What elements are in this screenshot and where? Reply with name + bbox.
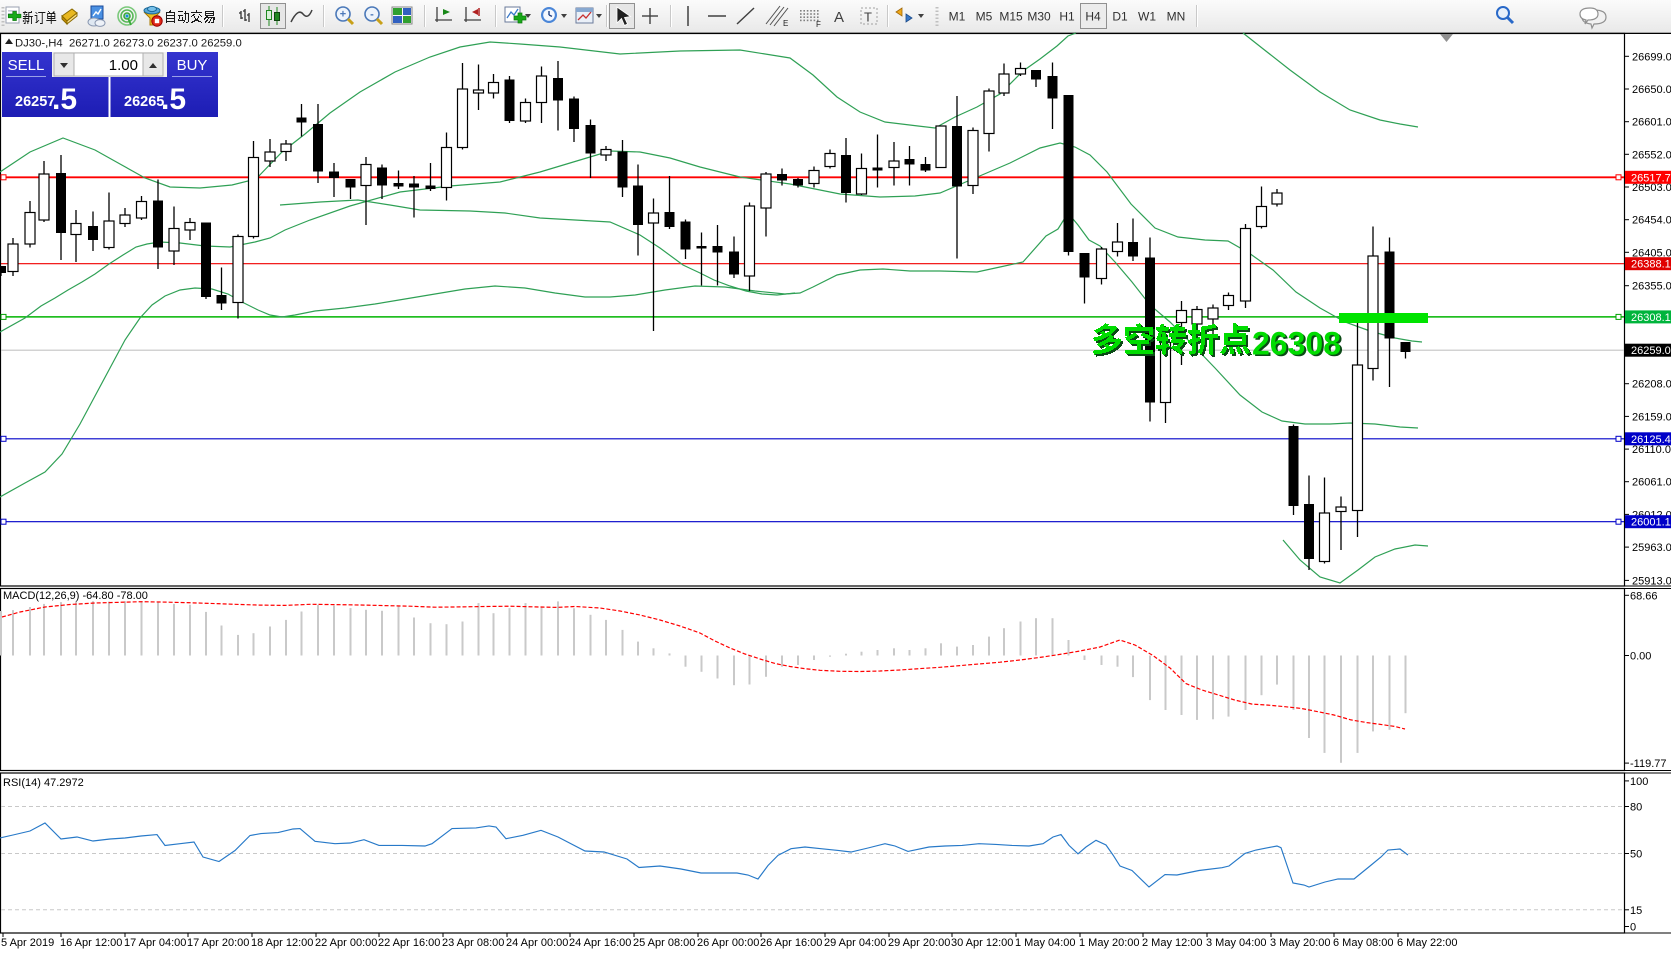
svg-text:+: + xyxy=(340,9,346,21)
svg-text:1 May 04:00: 1 May 04:00 xyxy=(1015,937,1076,949)
svg-text:26601.0: 26601.0 xyxy=(1632,117,1671,129)
svg-text:E: E xyxy=(783,19,788,28)
svg-text:17 Apr 04:00: 17 Apr 04:00 xyxy=(124,937,186,949)
svg-text:A: A xyxy=(834,9,844,26)
svg-text:100: 100 xyxy=(1630,776,1648,788)
svg-text:26061.0: 26061.0 xyxy=(1632,477,1671,489)
svg-text:25 Apr 08:00: 25 Apr 08:00 xyxy=(633,937,695,949)
svg-text:25963.0: 25963.0 xyxy=(1632,542,1671,554)
svg-text:22 Apr 16:00: 22 Apr 16:00 xyxy=(378,937,440,949)
svg-text:26388.1: 26388.1 xyxy=(1631,259,1671,271)
svg-text:16 Apr 12:00: 16 Apr 12:00 xyxy=(60,937,122,949)
svg-text:24 Apr 16:00: 24 Apr 16:00 xyxy=(569,937,631,949)
svg-text:6 May 08:00: 6 May 08:00 xyxy=(1333,937,1394,949)
svg-text:M15: M15 xyxy=(999,10,1023,24)
svg-text:DJ30-,H4 26271.0 26273.0 2623: DJ30-,H4 26271.0 26273.0 26237.0 26259.0 xyxy=(15,38,242,50)
svg-text:2 May 12:00: 2 May 12:00 xyxy=(1142,937,1203,949)
svg-text:26650.0: 26650.0 xyxy=(1632,84,1671,96)
svg-text:26110.0: 26110.0 xyxy=(1632,444,1671,456)
svg-text:.5: .5 xyxy=(161,83,186,116)
svg-text:T: T xyxy=(864,10,872,25)
svg-text:M30: M30 xyxy=(1027,10,1051,24)
svg-text:15: 15 xyxy=(1630,905,1642,917)
svg-text:68.66: 68.66 xyxy=(1630,590,1658,602)
svg-text:26699.0: 26699.0 xyxy=(1632,51,1671,63)
svg-text:SELL: SELL xyxy=(8,57,45,74)
svg-text:MACD(12,26,9) -64.80 -78.00: MACD(12,26,9) -64.80 -78.00 xyxy=(3,590,148,602)
svg-text:5 Apr 2019: 5 Apr 2019 xyxy=(1,937,54,949)
svg-text:23 Apr 08:00: 23 Apr 08:00 xyxy=(442,937,504,949)
svg-text:29 Apr 20:00: 29 Apr 20:00 xyxy=(888,937,950,949)
svg-text:26001.1: 26001.1 xyxy=(1631,517,1671,529)
svg-text:BUY: BUY xyxy=(177,57,208,74)
svg-text:-: - xyxy=(370,9,374,21)
svg-text:26503.0: 26503.0 xyxy=(1632,182,1671,194)
svg-text:RSI(14) 47.2972: RSI(14) 47.2972 xyxy=(3,777,84,789)
svg-text:H4: H4 xyxy=(1085,10,1101,24)
svg-text:W1: W1 xyxy=(1138,10,1156,24)
svg-text:-119.77: -119.77 xyxy=(1630,758,1667,770)
svg-text:22 Apr 00:00: 22 Apr 00:00 xyxy=(315,937,377,949)
svg-text:26517.7: 26517.7 xyxy=(1631,172,1671,184)
svg-text:M1: M1 xyxy=(949,10,966,24)
svg-text:29 Apr 04:00: 29 Apr 04:00 xyxy=(824,937,886,949)
svg-text:D1: D1 xyxy=(1112,10,1128,24)
svg-text:26257: 26257 xyxy=(15,94,55,110)
svg-text:26125.4: 26125.4 xyxy=(1631,434,1671,446)
svg-text:50: 50 xyxy=(1630,849,1642,861)
svg-text:3 May 20:00: 3 May 20:00 xyxy=(1270,937,1331,949)
svg-text:0: 0 xyxy=(1630,922,1636,934)
svg-text:0.00: 0.00 xyxy=(1630,651,1651,663)
svg-text:6 May 22:00: 6 May 22:00 xyxy=(1397,937,1458,949)
svg-text:26259.0: 26259.0 xyxy=(1631,345,1671,357)
svg-text:24 Apr 00:00: 24 Apr 00:00 xyxy=(506,937,568,949)
svg-text:25913.0: 25913.0 xyxy=(1632,575,1671,587)
svg-text:26208.0: 26208.0 xyxy=(1632,379,1671,391)
svg-text:26308.1: 26308.1 xyxy=(1631,312,1671,324)
svg-text:M5: M5 xyxy=(976,10,993,24)
svg-text:26552.0: 26552.0 xyxy=(1632,149,1671,161)
svg-text:H1: H1 xyxy=(1059,10,1075,24)
svg-text:26265: 26265 xyxy=(124,94,164,110)
svg-text:26454.0: 26454.0 xyxy=(1632,215,1671,227)
svg-text:26355.0: 26355.0 xyxy=(1632,281,1671,293)
svg-text:1.00: 1.00 xyxy=(109,57,138,74)
svg-text:26405.0: 26405.0 xyxy=(1632,247,1671,259)
svg-text:26 Apr 16:00: 26 Apr 16:00 xyxy=(760,937,822,949)
svg-text:1 May 20:00: 1 May 20:00 xyxy=(1079,937,1140,949)
svg-text:26308: 26308 xyxy=(1254,327,1343,363)
svg-text:.5: .5 xyxy=(52,83,77,116)
svg-text:18 Apr 12:00: 18 Apr 12:00 xyxy=(251,937,313,949)
svg-text:MN: MN xyxy=(1167,10,1186,24)
svg-text:30 Apr 12:00: 30 Apr 12:00 xyxy=(951,937,1013,949)
svg-text:3 May 04:00: 3 May 04:00 xyxy=(1206,937,1267,949)
svg-text:26308: 26308 xyxy=(1252,326,1341,362)
svg-text:80: 80 xyxy=(1630,802,1642,814)
svg-text:F: F xyxy=(816,20,821,29)
svg-text:26 Apr 00:00: 26 Apr 00:00 xyxy=(697,937,759,949)
svg-text:26159.0: 26159.0 xyxy=(1632,411,1671,423)
svg-text:17 Apr 20:00: 17 Apr 20:00 xyxy=(187,937,249,949)
